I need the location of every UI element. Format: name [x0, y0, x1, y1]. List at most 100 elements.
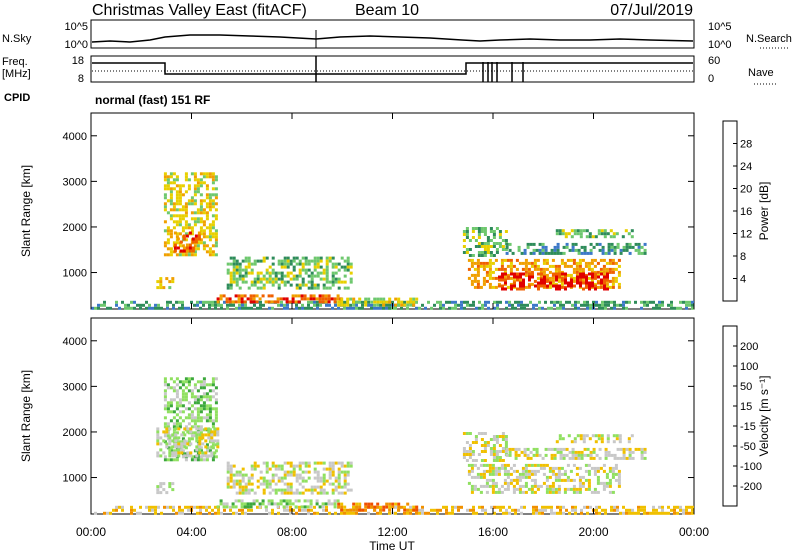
data-cell: [301, 277, 305, 281]
data-cell: [545, 463, 549, 467]
data-cell: [199, 458, 203, 462]
data-cell: [313, 274, 317, 278]
data-cell: [187, 178, 191, 182]
data-cell: [234, 294, 238, 298]
data-cell: [497, 466, 501, 470]
data-cell: [622, 453, 626, 457]
data-cell: [349, 297, 353, 301]
data-cell: [289, 470, 293, 474]
data-cell: [554, 472, 558, 476]
data-cell: [536, 267, 540, 271]
data-cell: [552, 272, 555, 276]
data-cell: [495, 248, 499, 251]
data-cell: [259, 271, 263, 275]
data-cell: [259, 470, 263, 474]
data-cell: [367, 502, 371, 506]
data-cell: [394, 502, 398, 506]
data-cell: [169, 217, 173, 221]
data-cell: [173, 246, 177, 250]
data-cell: [373, 505, 377, 509]
data-cell: [196, 181, 200, 185]
data-cell: [163, 377, 167, 381]
data-cell: [679, 306, 682, 310]
velocity-region: [216, 499, 340, 509]
colorbar-tick-label: -50: [740, 441, 756, 453]
data-cell: [540, 278, 543, 282]
data-cell: [183, 442, 187, 446]
data-cell: [519, 287, 522, 291]
data-cell: [301, 306, 304, 310]
data-cell: [643, 450, 647, 454]
data-cell: [560, 466, 564, 470]
x-tick-label: 16:00: [478, 525, 508, 539]
data-cell: [193, 422, 197, 426]
data-cell: [602, 264, 606, 268]
data-cell: [602, 487, 606, 491]
data-cell: [544, 453, 548, 457]
data-cell: [486, 441, 490, 444]
colorbar-tick-label: 28: [740, 139, 752, 151]
data-cell: [172, 214, 176, 218]
data-cell: [176, 237, 180, 241]
data-cell: [462, 432, 466, 435]
data-cell: [492, 459, 496, 462]
data-cell: [494, 267, 498, 271]
data-cell: [190, 392, 194, 396]
data-cell: [483, 450, 487, 453]
data-cell: [590, 258, 594, 262]
data-cell: [292, 259, 296, 263]
data-cell: [211, 458, 215, 462]
data-cell: [166, 238, 170, 242]
data-cell: [415, 306, 418, 310]
data-cell: [471, 450, 475, 453]
data-cell: [165, 442, 169, 446]
data-cell: [530, 469, 534, 473]
data-cell: [488, 463, 492, 467]
colorbar-tick-label: 15: [740, 401, 752, 413]
data-cell: [331, 467, 335, 471]
data-cell: [486, 251, 490, 254]
data-cell: [316, 300, 319, 304]
data-cell: [262, 277, 266, 281]
data-cell: [286, 265, 290, 269]
data-cell: [562, 511, 565, 515]
data-cell: [570, 281, 573, 285]
data-cell: [202, 208, 206, 212]
data-cell: [328, 464, 332, 468]
data-cell: [603, 229, 607, 233]
data-cell: [331, 277, 335, 281]
data-cell: [608, 484, 612, 488]
data-cell: [611, 276, 615, 280]
colorbar-tick-label: 50: [740, 381, 752, 393]
data-cell: [319, 271, 323, 275]
data-cell: [503, 472, 507, 476]
data-cell: [249, 505, 253, 509]
data-cell: [196, 300, 199, 304]
data-cell: [596, 475, 600, 479]
data-cell: [193, 193, 197, 197]
data-cell: [334, 271, 338, 275]
data-cell: [198, 448, 202, 452]
data-cell: [691, 505, 694, 509]
data-cell: [190, 211, 194, 215]
data-cell: [634, 242, 638, 246]
data-cell: [316, 479, 320, 483]
data-cell: [184, 172, 188, 176]
data-cell: [282, 505, 286, 509]
data-cell: [485, 463, 489, 467]
data-cell: [480, 444, 484, 447]
data-cell: [202, 505, 205, 509]
data-cell: [608, 261, 612, 265]
data-cell: [471, 459, 475, 462]
data-cell: [178, 410, 182, 414]
data-cell: [545, 487, 549, 491]
data-cell: [602, 469, 606, 473]
data-cell: [175, 220, 179, 224]
data-cell: [262, 461, 266, 465]
data-cell: [292, 508, 295, 512]
data-cell: [241, 488, 245, 492]
data-cell: [214, 505, 217, 509]
data-cell: [225, 502, 229, 506]
data-cell: [313, 283, 317, 287]
data-cell: [325, 303, 328, 307]
